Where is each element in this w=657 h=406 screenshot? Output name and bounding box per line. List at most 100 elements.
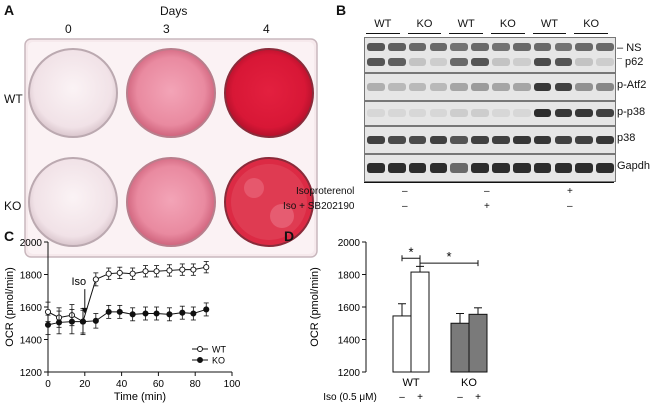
panel-a-letter: A bbox=[4, 2, 15, 18]
blot-band bbox=[596, 58, 614, 66]
band-label-ns: – NS bbox=[617, 42, 642, 54]
band-label-ns-text: NS bbox=[626, 42, 642, 54]
significance-star: * bbox=[408, 244, 413, 259]
data-point-wt bbox=[179, 266, 186, 273]
blot-band bbox=[367, 58, 385, 66]
blot-band bbox=[492, 163, 510, 173]
blot-band bbox=[554, 58, 573, 66]
blot-band bbox=[471, 58, 489, 66]
y-tick-label: 1400 bbox=[20, 336, 43, 347]
group-label-ko: KO bbox=[461, 377, 477, 389]
blot-band bbox=[387, 43, 406, 51]
x-tick-label: 60 bbox=[153, 379, 165, 390]
blot-band bbox=[471, 109, 489, 117]
legend-label-ko: KO bbox=[212, 356, 225, 366]
well-wt-day3 bbox=[126, 48, 216, 138]
culture-plate-photo bbox=[24, 38, 318, 258]
iso-arrow-head bbox=[81, 307, 88, 314]
blot-band bbox=[533, 136, 552, 144]
bar-ko-iso bbox=[468, 313, 488, 373]
blot-band bbox=[429, 83, 448, 91]
blot-band bbox=[367, 43, 385, 51]
blot-band bbox=[575, 58, 594, 66]
sb-sign-3: – bbox=[567, 201, 573, 212]
data-point-wt bbox=[190, 266, 197, 273]
day-label-0: 0 bbox=[65, 22, 72, 36]
legend-label-wt: WT bbox=[212, 345, 226, 355]
treatment-label-iso-sb: Iso + SB202190 bbox=[283, 201, 355, 212]
blot-band bbox=[387, 58, 406, 66]
data-point-wt bbox=[203, 264, 210, 271]
blot-band bbox=[554, 43, 573, 51]
band-label-p62: ¯ p62 bbox=[617, 56, 644, 68]
blot-band bbox=[471, 163, 489, 173]
data-point-ko bbox=[153, 310, 160, 317]
legend-marker bbox=[197, 346, 203, 352]
data-point-ko bbox=[116, 308, 123, 315]
lane-group-underline bbox=[574, 33, 608, 34]
day-label-3: 3 bbox=[163, 22, 170, 36]
blot-band bbox=[367, 83, 385, 91]
blot-band bbox=[429, 136, 448, 144]
data-point-ko bbox=[166, 311, 173, 318]
blot-band bbox=[492, 43, 510, 51]
blot-band bbox=[512, 163, 531, 173]
y-axis-label: OCR (pmol/min) bbox=[309, 267, 321, 346]
blot-band bbox=[596, 109, 614, 117]
lane-group-label: WT bbox=[540, 18, 559, 30]
blot-band bbox=[367, 136, 385, 144]
iso-sign-1: – bbox=[402, 186, 408, 197]
blot-p38 bbox=[364, 126, 616, 154]
well-wt-day4 bbox=[224, 48, 314, 138]
data-point-ko bbox=[203, 306, 210, 313]
lane-group-underline bbox=[366, 33, 400, 34]
blot-band bbox=[450, 136, 469, 144]
blot-band bbox=[429, 43, 448, 51]
y-tick-label: 2000 bbox=[20, 238, 43, 249]
y-tick-label: 2000 bbox=[338, 238, 361, 249]
y-tick-label: 1200 bbox=[20, 368, 43, 379]
band-label-p38: p38 bbox=[617, 132, 636, 144]
lane-group-underline bbox=[407, 33, 442, 34]
data-point-ko bbox=[190, 310, 197, 317]
x-tick-label: 80 bbox=[190, 379, 202, 390]
blot-band bbox=[429, 58, 448, 66]
blot-band bbox=[450, 109, 469, 117]
sb-sign-2: + bbox=[484, 201, 490, 212]
blot-band bbox=[429, 109, 448, 117]
band-label-p-p38: p-p38 bbox=[617, 106, 646, 118]
blot-band bbox=[554, 136, 573, 144]
data-point-wt bbox=[92, 276, 99, 283]
blot-band bbox=[596, 163, 614, 173]
blot-band bbox=[408, 136, 427, 144]
panel-c-letter: C bbox=[4, 228, 15, 244]
data-point-ko bbox=[68, 318, 75, 325]
panel-b-letter: B bbox=[336, 2, 347, 18]
blot-band bbox=[387, 163, 406, 173]
ocr-time-course-chart: 1200 1400 1600 1800 2000 0 20 40 60 80 100 Time (mi… bbox=[4, 238, 241, 403]
blot-band bbox=[387, 136, 406, 144]
day-label-4: 4 bbox=[263, 22, 270, 36]
data-point-wt bbox=[166, 267, 173, 274]
blot-band bbox=[367, 109, 385, 117]
blot-p-atf2 bbox=[364, 73, 616, 101]
blot-band bbox=[429, 163, 448, 173]
panel-d-letter: D bbox=[284, 228, 295, 244]
y-tick-label: 1600 bbox=[20, 303, 43, 314]
lane-group-label: KO bbox=[499, 18, 516, 30]
blot-ns-p62 bbox=[364, 37, 616, 73]
well-ko-day3 bbox=[126, 157, 216, 247]
lane-group-headers: WT KO WT KO WT KO bbox=[364, 18, 614, 36]
blot-band bbox=[554, 109, 573, 117]
blot-band bbox=[408, 163, 427, 173]
x-tick-label: 20 bbox=[79, 379, 91, 390]
blot-band bbox=[596, 43, 614, 51]
y-tick-label: 1600 bbox=[338, 303, 361, 314]
blot-band bbox=[492, 109, 510, 117]
blot-band bbox=[596, 83, 614, 91]
data-point-ko bbox=[142, 310, 149, 317]
blot-band bbox=[367, 163, 385, 173]
blot-band bbox=[450, 163, 469, 173]
blot-band bbox=[512, 83, 531, 91]
x-tick-label: 100 bbox=[224, 379, 241, 390]
